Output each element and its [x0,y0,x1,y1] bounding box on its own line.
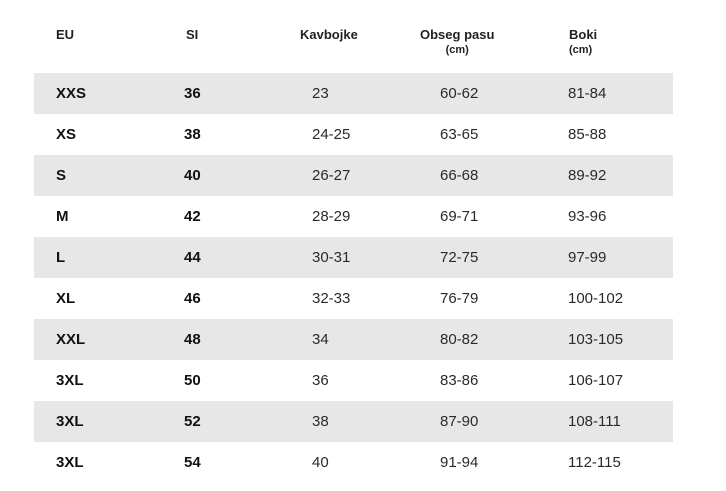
cell-obseg-pasu: 91-94 [440,454,479,471]
table-row: 3XL 52 38 87-90 108-111 [34,401,673,442]
cell-boki: 112-115 [568,454,621,471]
header-boki: Boki (cm) [569,27,597,58]
cell-boki: 81-84 [568,85,607,102]
cell-boki: 89-92 [568,167,607,184]
table-header: EU SI Kavbojke Obseg pasu (cm) Boki (cm) [0,0,726,72]
cell-boki: 93-96 [568,208,607,225]
table-row: XXL 48 34 80-82 103-105 [34,319,673,360]
cell-obseg-pasu: 66-68 [440,167,479,184]
header-si: SI [186,27,199,42]
header-boki-label: Boki [569,27,598,42]
table-row: 3XL 54 40 91-94 112-115 [34,442,673,483]
cell-obseg-pasu: 80-82 [440,331,479,348]
header-obseg-pasu-label: Obseg pasu [420,27,495,42]
cell-si: 54 [184,454,201,471]
cell-obseg-pasu: 76-79 [440,290,479,307]
cell-kavbojke: 28-29 [312,208,351,225]
table-row: XL 46 32-33 76-79 100-102 [34,278,673,319]
table-row: S 40 26-27 66-68 89-92 [34,155,673,196]
cell-si: 46 [184,290,201,307]
cell-si: 50 [184,372,201,389]
cell-kavbojke: 24-25 [312,126,351,143]
cell-si: 48 [184,331,201,348]
header-obseg-pasu: Obseg pasu (cm) [420,27,494,58]
table-row: M 42 28-29 69-71 93-96 [34,196,673,237]
table-row: 3XL 50 36 83-86 106-107 [34,360,673,401]
cell-kavbojke: 36 [312,372,329,389]
cell-eu: L [56,249,66,266]
cell-kavbojke: 38 [312,413,329,430]
header-kavbojke: Kavbojke [300,27,358,42]
cell-boki: 103-105 [568,331,624,348]
cell-si: 42 [184,208,201,225]
table-row: XXS 36 23 60-62 81-84 [34,73,673,114]
cell-kavbojke: 26-27 [312,167,351,184]
header-obseg-pasu-unit: (cm) [445,44,469,56]
table-row: L 44 30-31 72-75 97-99 [34,237,673,278]
size-table: XXS 36 23 60-62 81-84 XS 38 24-25 63-65 85-88 S 40 2… [34,73,673,483]
cell-obseg-pasu: 69-71 [440,208,479,225]
cell-si: 52 [184,413,201,430]
cell-si: 38 [184,126,201,143]
cell-obseg-pasu: 83-86 [440,372,479,389]
cell-eu: S [56,167,67,184]
table-row: XS 38 24-25 63-65 85-88 [34,114,673,155]
header-boki-unit: (cm) [569,44,593,56]
cell-si: 36 [184,85,201,102]
cell-kavbojke: 40 [312,454,329,471]
cell-kavbojke: 32-33 [312,290,351,307]
cell-eu: 3XL [56,454,84,471]
cell-obseg-pasu: 60-62 [440,85,479,102]
cell-obseg-pasu: 63-65 [440,126,479,143]
cell-eu: XS [56,126,77,143]
cell-si: 44 [184,249,201,266]
cell-boki: 106-107 [568,372,624,389]
cell-kavbojke: 23 [312,85,329,102]
cell-obseg-pasu: 87-90 [440,413,479,430]
header-eu: EU [56,27,75,42]
cell-obseg-pasu: 72-75 [440,249,479,266]
cell-eu: XL [56,290,76,307]
cell-kavbojke: 34 [312,331,329,348]
cell-eu: XXS [56,85,87,102]
cell-eu: XXL [56,331,86,348]
cell-boki: 97-99 [568,249,607,266]
cell-boki: 100-102 [568,290,624,307]
cell-boki: 85-88 [568,126,607,143]
cell-eu: 3XL [56,372,84,389]
cell-kavbojke: 30-31 [312,249,351,266]
cell-eu: 3XL [56,413,84,430]
cell-boki: 108-111 [568,413,621,430]
cell-si: 40 [184,167,201,184]
cell-eu: M [56,208,69,225]
